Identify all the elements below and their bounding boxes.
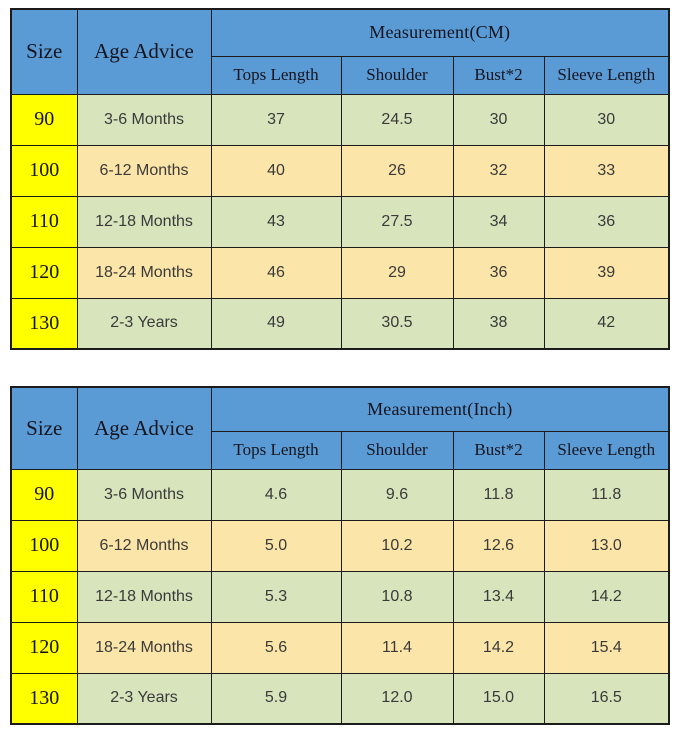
age-advice-header: Age Advice <box>76 8 212 95</box>
size-cell: 110 <box>10 195 78 248</box>
table-row: 100 6-12 Months 5.0 10.2 12.6 13.0 <box>10 519 670 572</box>
age-cell: 18-24 Months <box>76 621 212 674</box>
value-cell: 36 <box>543 195 670 248</box>
size-chart-cm-table: Size Age Advice Measurement(CM) Tops Len… <box>10 8 671 350</box>
table-row: 90 3-6 Months 37 24.5 30 30 <box>10 93 670 146</box>
table-spacer <box>10 350 689 386</box>
value-cell: 39 <box>543 246 670 299</box>
size-header: Size <box>10 8 78 95</box>
value-cell: 11.8 <box>452 468 545 521</box>
value-cell: 5.0 <box>210 519 342 572</box>
age-cell: 2-3 Years <box>76 297 212 350</box>
age-cell: 18-24 Months <box>76 246 212 299</box>
value-cell: 30 <box>543 93 670 146</box>
size-chart-inch-table: Size Age Advice Measurement(Inch) Tops L… <box>10 386 671 725</box>
value-cell: 11.8 <box>543 468 670 521</box>
shoulder-header: Shoulder <box>340 430 454 470</box>
value-cell: 12.6 <box>452 519 545 572</box>
value-cell: 26 <box>340 144 454 197</box>
size-cell: 120 <box>10 621 78 674</box>
header-row-measures: Tops Length Shoulder Bust*2 Sleeve Lengt… <box>11 430 670 470</box>
size-cell: 90 <box>10 93 78 146</box>
value-cell: 43 <box>210 195 342 248</box>
size-cell: 90 <box>10 468 78 521</box>
header-row-group: Size Age Advice Measurement(CM) <box>10 8 670 95</box>
value-cell: 16.5 <box>543 672 670 725</box>
age-cell: 12-18 Months <box>76 570 212 623</box>
size-cell: 130 <box>10 297 78 350</box>
value-cell: 34 <box>452 195 545 248</box>
value-cell: 4.6 <box>210 468 342 521</box>
value-cell: 9.6 <box>340 468 454 521</box>
table-row: 130 2-3 Years 49 30.5 38 42 <box>10 297 670 350</box>
header-row-group: Size Age Advice Measurement(Inch) <box>10 386 670 470</box>
value-cell: 32 <box>452 144 545 197</box>
value-cell: 27.5 <box>340 195 454 248</box>
table-row: 120 18-24 Months 5.6 11.4 14.2 15.4 <box>10 621 670 674</box>
value-cell: 15.4 <box>543 621 670 674</box>
age-cell: 12-18 Months <box>76 195 212 248</box>
sleeve-length-header: Sleeve Length <box>543 430 670 470</box>
table-row: 110 12-18 Months 43 27.5 34 36 <box>10 195 670 248</box>
table-row: 100 6-12 Months 40 26 32 33 <box>10 144 670 197</box>
value-cell: 5.9 <box>210 672 342 725</box>
measurement-group-header: Measurement(Inch) <box>210 386 670 432</box>
bust-header: Bust*2 <box>452 55 545 95</box>
value-cell: 12.0 <box>340 672 454 725</box>
size-cell: 100 <box>10 519 78 572</box>
value-cell: 10.2 <box>340 519 454 572</box>
table-row: 90 3-6 Months 4.6 9.6 11.8 11.8 <box>10 468 670 521</box>
value-cell: 15.0 <box>452 672 545 725</box>
table-row: 120 18-24 Months 46 29 36 39 <box>10 246 670 299</box>
value-cell: 40 <box>210 144 342 197</box>
value-cell: 38 <box>452 297 545 350</box>
bust-header: Bust*2 <box>452 430 545 470</box>
measurement-group-header: Measurement(CM) <box>210 8 670 57</box>
value-cell: 30.5 <box>340 297 454 350</box>
value-cell: 5.6 <box>210 621 342 674</box>
value-cell: 42 <box>543 297 670 350</box>
age-advice-header: Age Advice <box>76 386 212 470</box>
age-cell: 3-6 Months <box>76 468 212 521</box>
value-cell: 14.2 <box>543 570 670 623</box>
tops-length-header: Tops Length <box>210 430 342 470</box>
value-cell: 10.8 <box>340 570 454 623</box>
value-cell: 46 <box>210 246 342 299</box>
age-cell: 6-12 Months <box>76 519 212 572</box>
size-cell: 120 <box>10 246 78 299</box>
sleeve-length-header: Sleeve Length <box>543 55 670 95</box>
value-cell: 13.0 <box>543 519 670 572</box>
value-cell: 13.4 <box>452 570 545 623</box>
age-cell: 2-3 Years <box>76 672 212 725</box>
value-cell: 11.4 <box>340 621 454 674</box>
tops-length-header: Tops Length <box>210 55 342 95</box>
value-cell: 49 <box>210 297 342 350</box>
value-cell: 36 <box>452 246 545 299</box>
value-cell: 37 <box>210 93 342 146</box>
table-row: 110 12-18 Months 5.3 10.8 13.4 14.2 <box>10 570 670 623</box>
size-cell: 100 <box>10 144 78 197</box>
age-cell: 6-12 Months <box>76 144 212 197</box>
value-cell: 24.5 <box>340 93 454 146</box>
value-cell: 30 <box>452 93 545 146</box>
value-cell: 14.2 <box>452 621 545 674</box>
header-row-measures: Tops Length Shoulder Bust*2 Sleeve Lengt… <box>11 55 670 95</box>
size-cell: 110 <box>10 570 78 623</box>
value-cell: 29 <box>340 246 454 299</box>
age-cell: 3-6 Months <box>76 93 212 146</box>
size-cell: 130 <box>10 672 78 725</box>
shoulder-header: Shoulder <box>340 55 454 95</box>
value-cell: 33 <box>543 144 670 197</box>
table-row: 130 2-3 Years 5.9 12.0 15.0 16.5 <box>10 672 670 725</box>
size-header: Size <box>10 386 78 470</box>
value-cell: 5.3 <box>210 570 342 623</box>
